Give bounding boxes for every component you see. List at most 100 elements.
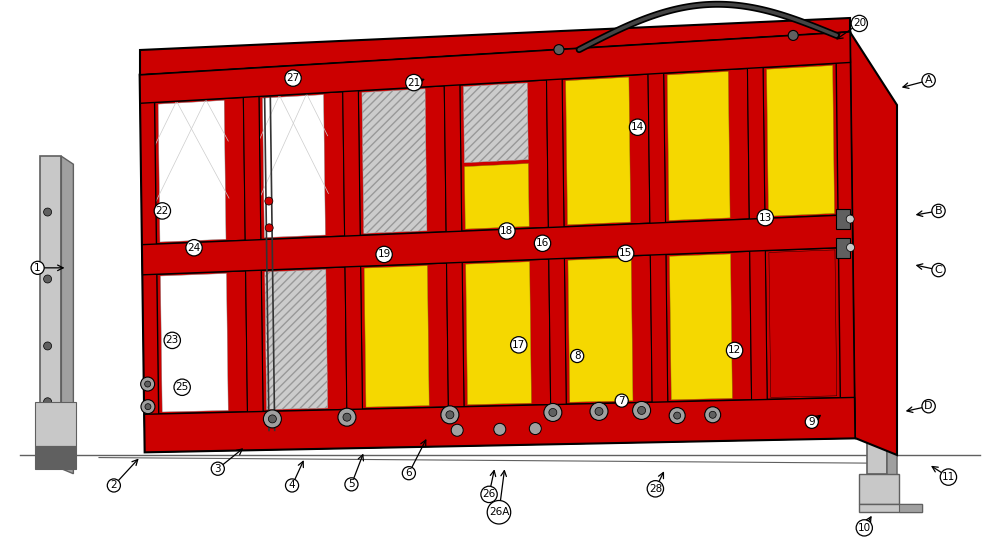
Circle shape: [44, 398, 51, 406]
Polygon shape: [850, 32, 897, 455]
Text: 28: 28: [648, 484, 662, 494]
Text: 15: 15: [619, 248, 633, 258]
Polygon shape: [444, 56, 464, 446]
Text: 5: 5: [348, 479, 354, 489]
Polygon shape: [463, 83, 529, 163]
Polygon shape: [465, 262, 532, 405]
Circle shape: [673, 412, 681, 419]
Text: 3: 3: [215, 464, 221, 474]
Polygon shape: [145, 397, 855, 452]
Polygon shape: [264, 270, 328, 410]
Text: 18: 18: [500, 226, 514, 236]
Polygon shape: [158, 100, 226, 242]
Text: 25: 25: [175, 382, 189, 392]
Polygon shape: [140, 74, 159, 452]
Text: 26A: 26A: [489, 507, 509, 517]
Text: 4: 4: [289, 480, 295, 490]
Polygon shape: [160, 273, 229, 412]
Polygon shape: [35, 402, 76, 446]
Polygon shape: [362, 89, 427, 233]
Polygon shape: [364, 266, 430, 407]
Polygon shape: [546, 50, 566, 444]
Circle shape: [343, 413, 350, 421]
Polygon shape: [669, 254, 733, 400]
Circle shape: [846, 243, 854, 252]
Text: 16: 16: [536, 238, 549, 248]
Bar: [837, 238, 850, 258]
Text: 12: 12: [728, 345, 742, 355]
Circle shape: [553, 45, 564, 55]
Circle shape: [669, 407, 685, 424]
Circle shape: [494, 424, 506, 435]
Text: 1: 1: [35, 263, 41, 273]
Circle shape: [705, 407, 721, 423]
Polygon shape: [140, 32, 855, 452]
Polygon shape: [140, 18, 850, 75]
Polygon shape: [262, 95, 326, 238]
Polygon shape: [444, 56, 464, 446]
Text: 21: 21: [407, 78, 421, 88]
Polygon shape: [859, 474, 899, 504]
Text: 23: 23: [165, 335, 179, 345]
Circle shape: [44, 208, 51, 216]
Circle shape: [788, 31, 798, 40]
Polygon shape: [140, 32, 850, 103]
Polygon shape: [568, 258, 633, 402]
Text: 27: 27: [286, 73, 300, 83]
Text: D: D: [925, 401, 933, 411]
Polygon shape: [836, 32, 855, 438]
Polygon shape: [140, 32, 850, 103]
Circle shape: [263, 410, 281, 428]
Polygon shape: [143, 215, 852, 275]
Circle shape: [141, 400, 155, 413]
Text: 7: 7: [619, 396, 625, 406]
Polygon shape: [40, 156, 61, 469]
Circle shape: [595, 407, 603, 415]
Polygon shape: [859, 504, 922, 512]
Polygon shape: [747, 37, 767, 440]
Polygon shape: [565, 77, 631, 225]
Circle shape: [338, 408, 356, 426]
Polygon shape: [145, 397, 855, 452]
Circle shape: [265, 224, 273, 232]
Circle shape: [141, 377, 154, 391]
Polygon shape: [546, 50, 566, 444]
Text: B: B: [935, 206, 942, 216]
Text: 11: 11: [941, 472, 955, 482]
Polygon shape: [899, 504, 922, 512]
Polygon shape: [766, 65, 835, 216]
Text: 9: 9: [809, 417, 815, 427]
Polygon shape: [769, 250, 837, 397]
Text: 13: 13: [758, 213, 772, 223]
Bar: [837, 209, 850, 229]
Circle shape: [530, 422, 542, 435]
Polygon shape: [243, 68, 263, 450]
Polygon shape: [343, 62, 363, 448]
Circle shape: [441, 406, 459, 424]
Text: 2: 2: [111, 480, 117, 490]
Circle shape: [446, 411, 453, 419]
Polygon shape: [61, 156, 73, 474]
Circle shape: [709, 411, 716, 418]
Circle shape: [145, 403, 150, 410]
Text: A: A: [925, 75, 933, 85]
Circle shape: [846, 215, 854, 223]
Circle shape: [451, 424, 463, 436]
Circle shape: [268, 415, 276, 423]
Polygon shape: [464, 163, 530, 229]
Circle shape: [265, 197, 273, 205]
Text: 14: 14: [631, 122, 644, 132]
Text: 22: 22: [155, 206, 169, 216]
Text: 19: 19: [377, 249, 391, 259]
Circle shape: [44, 342, 51, 350]
Text: C: C: [935, 265, 942, 275]
Polygon shape: [647, 44, 668, 442]
Polygon shape: [343, 62, 363, 448]
Text: 6: 6: [406, 468, 412, 478]
Polygon shape: [35, 446, 76, 469]
Circle shape: [633, 401, 650, 420]
Text: 8: 8: [574, 351, 580, 361]
Circle shape: [544, 403, 562, 421]
Text: 10: 10: [857, 523, 871, 533]
Polygon shape: [887, 112, 897, 477]
